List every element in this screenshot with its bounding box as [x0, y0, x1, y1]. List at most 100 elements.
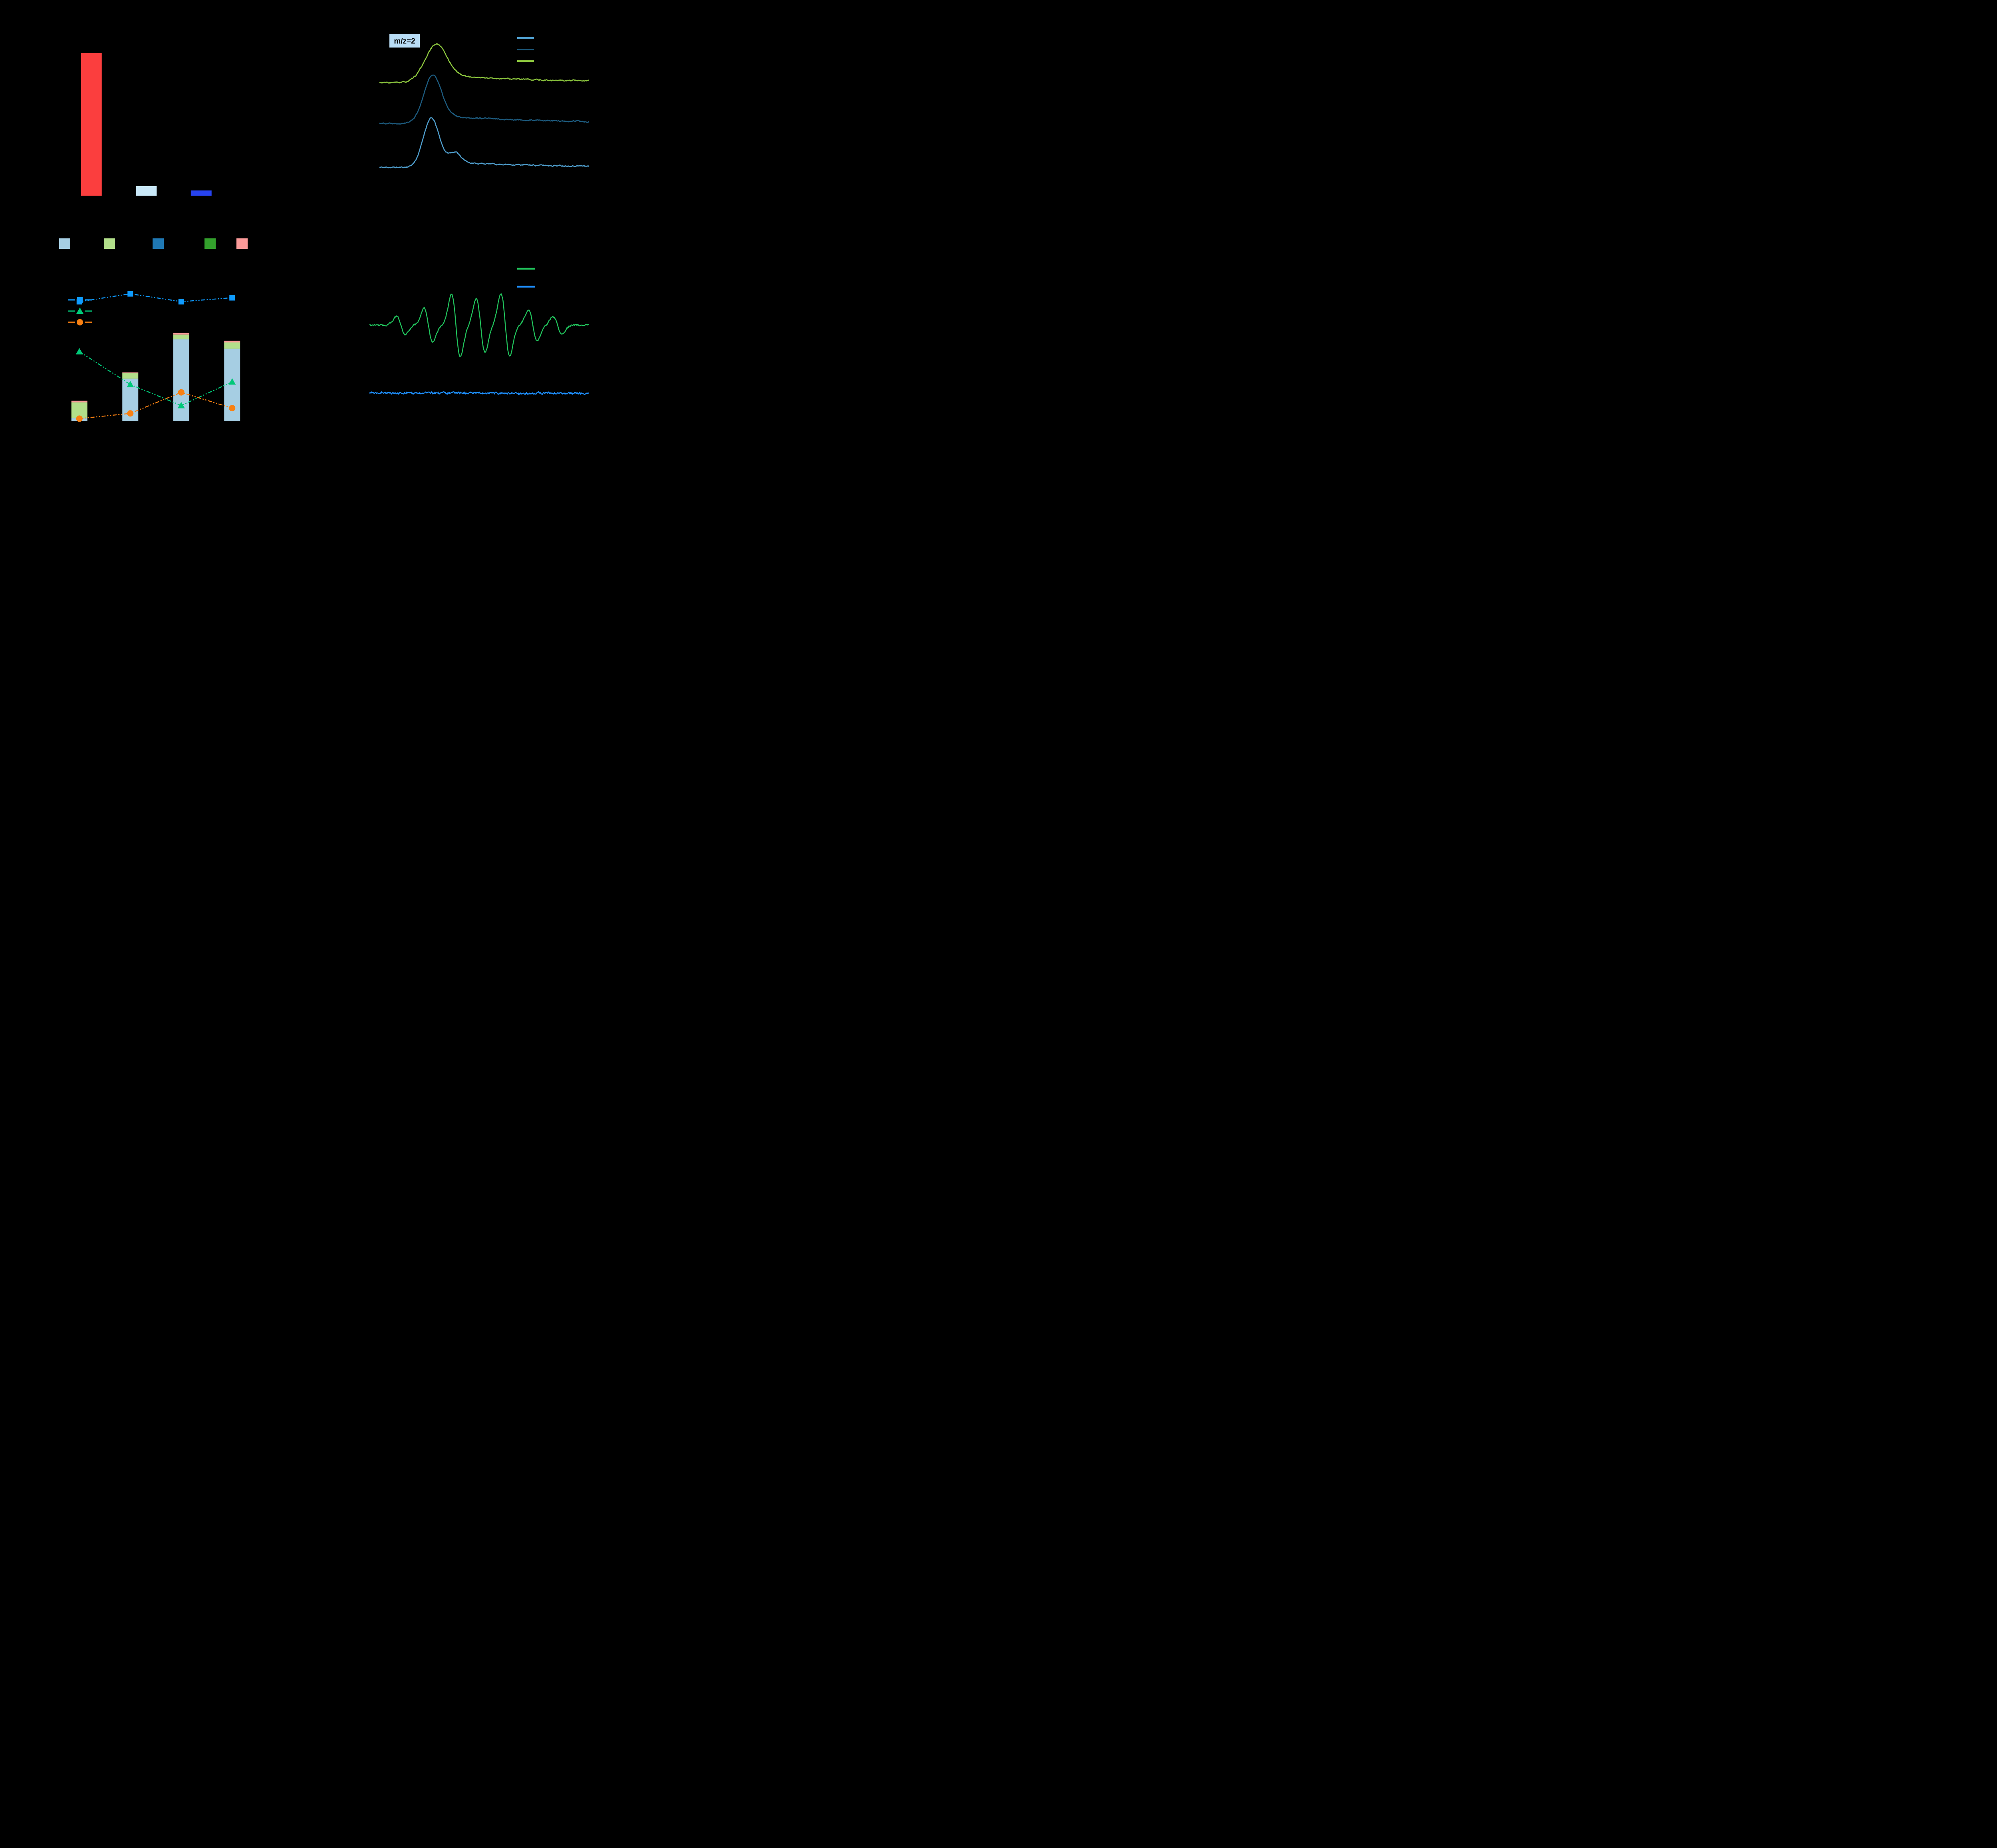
right-axis-label: Percentage (%) — [286, 319, 294, 366]
x-tick-label: 3520 — [500, 427, 513, 434]
y-tick-label: 1.2×10⁻¹² — [349, 71, 375, 78]
x-tick-label: 200 — [447, 198, 457, 204]
product-patch-CH₃OOH — [104, 238, 115, 249]
x-tick-label: 400 — [533, 198, 543, 204]
ms-trace-Cu/Z-5 — [379, 43, 590, 84]
panel-c-label: c — [34, 238, 40, 250]
stack-CH₃OOH-PdCu/Z-5 — [122, 373, 139, 379]
left-axis-label: Product yield (mmol g⁻¹ h⁻¹) — [20, 300, 28, 385]
circle-marker — [76, 415, 83, 422]
right-tick-label: 120 — [263, 261, 274, 268]
y-axis-label: MS signal (a.u.) — [327, 85, 334, 133]
left-tick-label: 80 — [42, 292, 49, 299]
right-tick-label: 100 — [263, 287, 274, 294]
x-category-label: Pd//Cu-PM — [232, 202, 261, 227]
x-tick-label: 3460 — [418, 427, 431, 434]
overlay-line-Gain factor — [79, 392, 232, 419]
ms-trace-Pd/Z-5 — [379, 117, 590, 169]
x-axis-label: Magnetic field (G) — [451, 438, 508, 446]
panel-a-bar-chart: 0 200 400 600 800 1000 H₂O₂ yield (mmol g⁻¹ h⁻… — [23, 19, 284, 227]
y-axis-label: H₂O₂ yield (mmol g⁻¹ h⁻¹) — [23, 70, 30, 148]
square-marker — [178, 299, 184, 305]
triangle-marker — [75, 348, 83, 355]
legend-label: PdCu/Z-5 — [537, 47, 565, 54]
x-tick-label: 250 — [468, 198, 478, 204]
inner-legend-label: H₂O₂ conversion — [95, 308, 139, 315]
y-tick-label: 1.0×10⁻¹² — [349, 107, 375, 114]
adduct-annotation: ◆ DMPO-OH — [354, 260, 392, 267]
plot-frame — [64, 22, 284, 196]
right-tick-label: 60 — [263, 340, 270, 347]
figure-canvas: a b c d 0 200 400 600 800 1000 H₂O₂ yield (mmo… — [0, 0, 619, 462]
y-tick-label: 1000 — [44, 19, 58, 26]
x-tick-label: 150 — [426, 198, 436, 204]
bar-value-label: 55.2 — [140, 176, 153, 184]
y-axis-label: Intensity (a.u.) — [343, 317, 351, 360]
legend-label: Pd/Z-5 — [537, 35, 556, 42]
triangle-marker — [127, 381, 134, 387]
product-patch-CH₃OH — [59, 238, 70, 249]
circle-marker — [77, 319, 83, 325]
stack-CO₂-Pd/Z-5 — [71, 401, 87, 403]
bar-PdCu/Z-5 — [136, 186, 157, 196]
product-patch-label: HCOOH — [166, 241, 189, 248]
left-tick-label: 40 — [42, 355, 49, 362]
right-tick-label: 20 — [263, 392, 270, 399]
epr-trace-After — [369, 293, 589, 357]
x-tick-label: 500 — [576, 198, 586, 204]
bar-Cu/Z-5 — [191, 190, 212, 196]
bar-Pd/Z-5 — [81, 53, 102, 196]
right-tick-label: 0 — [263, 418, 266, 425]
right-tick-label: 80 — [263, 313, 270, 320]
triangle-marker — [228, 378, 236, 385]
product-patch-CO₂ — [236, 238, 248, 249]
inner-legend-label: Oxygenates — [95, 297, 127, 304]
circle-marker — [127, 410, 134, 417]
x-tick-label: 3560 — [555, 427, 568, 434]
x-tick-label: 3540 — [528, 427, 541, 434]
panel-b-label: b — [320, 9, 326, 21]
triangle-marker — [76, 307, 83, 314]
x-axis-label: Temperature (°C) — [457, 208, 512, 216]
y-tick-label: 0 — [55, 193, 58, 200]
bar-value-label: 30.0 — [195, 180, 208, 188]
stack-CO₂-Cu/Z-5 — [173, 333, 189, 335]
x-category-label: Pd/Z-5 — [77, 202, 96, 219]
product-patch-label: CO₂ — [250, 241, 262, 248]
y-tick-label: 8.0×10⁻¹³ — [349, 143, 375, 150]
panel-c-selectivity-chart: 0 20 40 60 80 100 0 20 40 60 80 100 120 Product yield… — [20, 238, 294, 452]
x-category-label: Pd/Z-5 — [65, 428, 84, 445]
panel-a-label: a — [34, 9, 40, 21]
square-marker — [127, 291, 133, 297]
panel-d-label: d — [320, 238, 326, 250]
y-tick-label: 600 — [48, 89, 58, 95]
ms-trace-PdCu/Z-5 — [379, 74, 590, 125]
circle-marker — [229, 405, 236, 412]
x-category-label: PdCu/Z-5 — [109, 428, 135, 450]
overlay-line-H₂O₂ conversion — [79, 351, 232, 406]
x-tick-label: 3480 — [445, 427, 459, 434]
plot-frame — [379, 26, 590, 192]
product-patch-label: CH₃OOH — [117, 241, 142, 248]
stack-CH₃OOH-Cu/Z-5 — [173, 334, 189, 339]
x-category-label: PdCu/Z-5 — [125, 202, 151, 224]
mz-annotation-text: m/z=2 — [394, 37, 415, 46]
adduct-annotation: ▼ DMPO-CH₃ — [354, 272, 395, 279]
bar-Pd//Cu-PM — [246, 189, 267, 196]
panel-d-epr-chart: 3440 3460 3480 3500 3520 3540 3560 Magnetic fie… — [343, 255, 590, 446]
x-tick-label: 3440 — [390, 427, 403, 434]
inner-legend-label: Gain factor — [95, 319, 124, 326]
square-marker — [229, 295, 235, 301]
y-tick-label: 1.4×10⁻¹² — [349, 36, 375, 42]
x-category-label: Pd//Cu-PM — [208, 428, 237, 452]
epr-trace-Before — [369, 391, 589, 395]
plot-frame — [369, 255, 590, 422]
left-tick-label: 20 — [42, 387, 49, 394]
x-tick-label: 3500 — [472, 427, 486, 434]
left-tick-label: 100 — [38, 261, 49, 268]
stack-CH₃OH-Cu/Z-5 — [173, 339, 189, 421]
product-patch-CO — [204, 238, 216, 249]
x-tick-label: 100 — [404, 198, 414, 204]
left-tick-label: 60 — [42, 324, 49, 331]
stack-CO₂-Pd//Cu-PM — [224, 341, 240, 343]
